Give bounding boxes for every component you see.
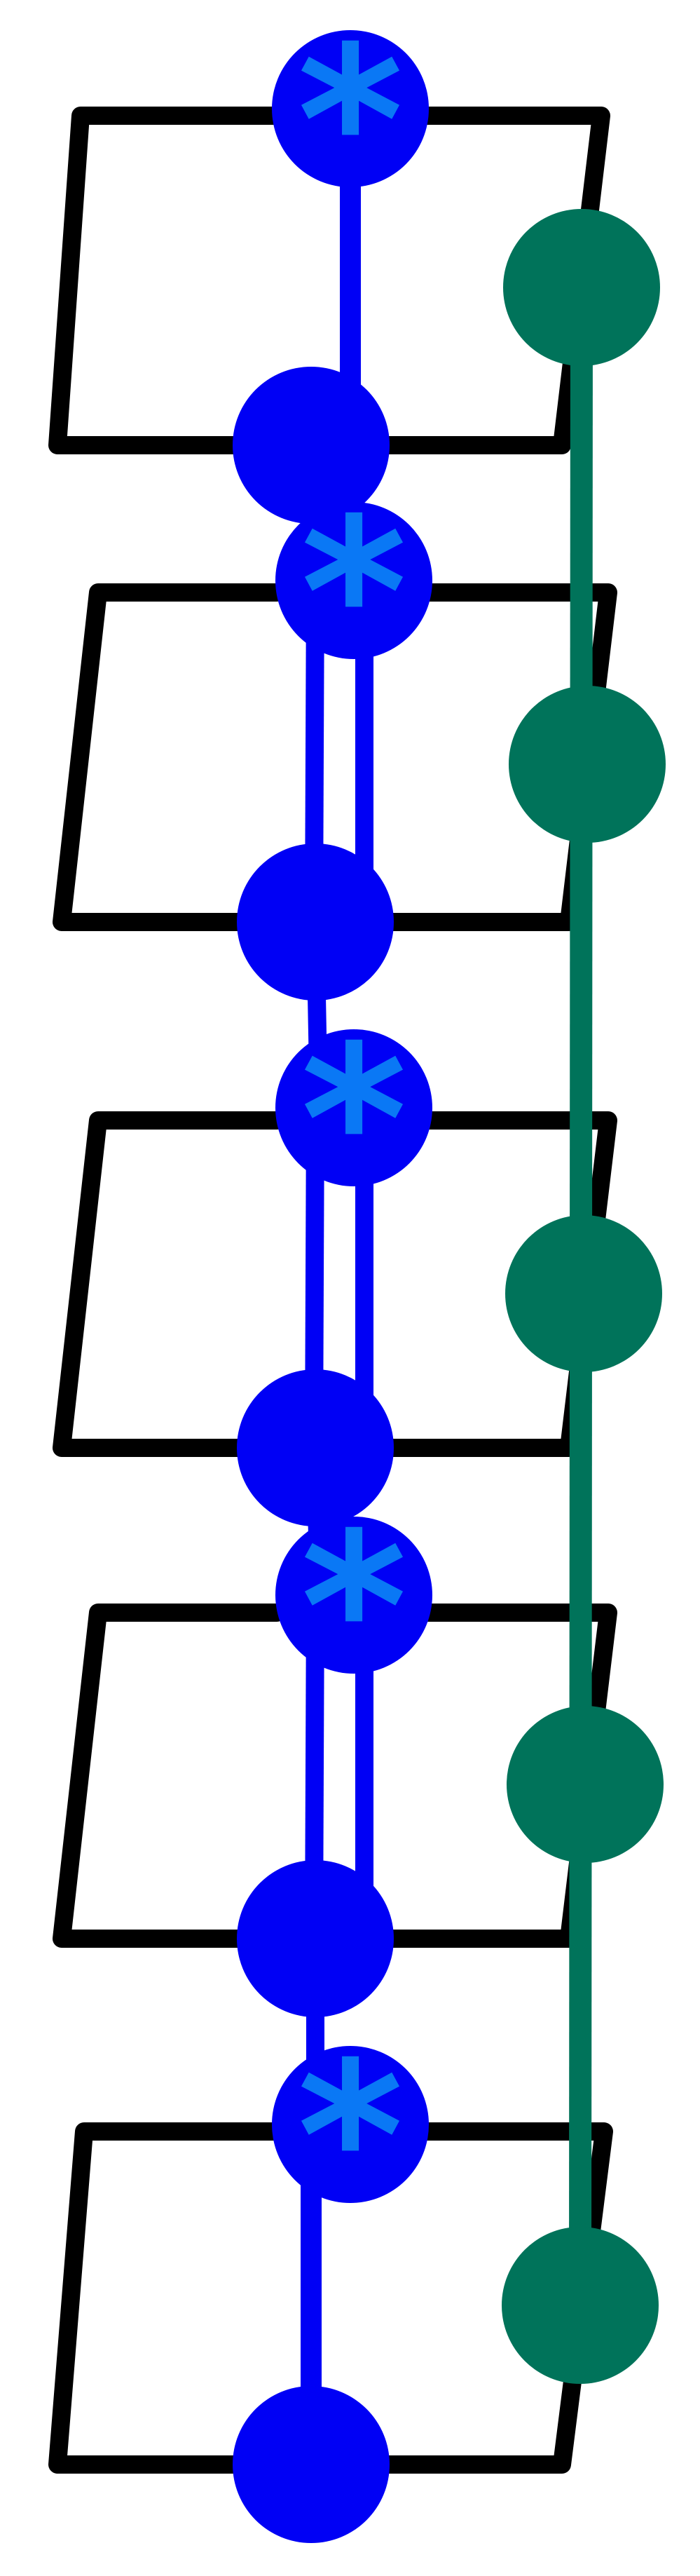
blue-star-node xyxy=(275,502,432,659)
green-node xyxy=(507,1706,664,1863)
blue-node xyxy=(233,367,390,524)
asterisk-icon: * xyxy=(301,475,407,712)
green-node xyxy=(502,2227,659,2384)
node-layer: * * * * * xyxy=(233,4,666,2543)
blue-node xyxy=(233,2386,390,2543)
blue-node xyxy=(237,1369,394,1526)
asterisk-icon: * xyxy=(297,4,404,240)
asterisk-icon: * xyxy=(301,1490,407,1726)
green-node xyxy=(505,1215,662,1372)
green-node xyxy=(509,686,666,843)
green-node xyxy=(503,209,660,366)
blue-star-node xyxy=(275,1517,432,1674)
blue-star-node xyxy=(272,2046,429,2203)
asterisk-icon: * xyxy=(301,1003,407,1239)
asterisk-icon: * xyxy=(297,2019,404,2256)
blue-star-node xyxy=(272,30,429,187)
blue-star-node xyxy=(275,1029,432,1186)
blue-node xyxy=(237,1860,394,2017)
blue-node xyxy=(237,843,394,1001)
